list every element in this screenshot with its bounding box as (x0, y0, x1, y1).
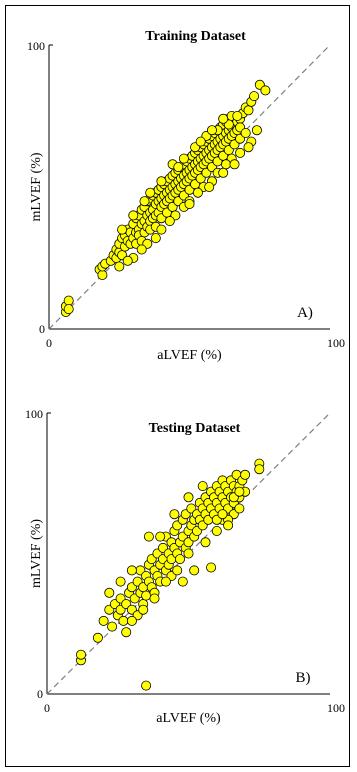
data-point (223, 520, 234, 531)
x-tick-label: 0 (46, 336, 52, 350)
data-point (243, 105, 254, 116)
figure-frame (5, 5, 350, 767)
data-point (217, 509, 228, 520)
data-point (183, 548, 194, 559)
y-tick-label: 0 (37, 687, 43, 701)
data-point (183, 492, 194, 503)
data-point (235, 147, 246, 158)
identity-line (48, 44, 331, 330)
data-point (63, 295, 74, 306)
data-point (172, 565, 183, 576)
data-point (118, 615, 129, 626)
data-point (211, 526, 222, 537)
data-point (126, 565, 137, 576)
data-point (189, 565, 200, 576)
data-point (173, 162, 184, 173)
data-point (138, 604, 149, 615)
data-point (143, 531, 154, 542)
identity-line (46, 412, 331, 695)
data-point (249, 91, 260, 102)
data-point (232, 111, 243, 122)
y-tick-label: 100 (25, 407, 43, 421)
chart-title: Testing Dataset (149, 421, 241, 436)
data-point (122, 255, 133, 266)
data-point (114, 261, 125, 272)
data-point (117, 224, 128, 235)
data-point (92, 632, 103, 643)
data-point (195, 136, 206, 147)
data-point (200, 537, 211, 548)
data-point (97, 269, 108, 280)
data-point (229, 159, 240, 170)
data-point (126, 615, 137, 626)
data-point (251, 125, 262, 136)
data-point (98, 615, 109, 626)
data-point (156, 224, 167, 235)
data-point (160, 576, 171, 587)
data-point (156, 176, 167, 187)
data-point (234, 486, 245, 497)
y-axis-label: mLVEF (%) (29, 519, 44, 588)
data-point (206, 125, 217, 136)
data-point (63, 304, 74, 315)
data-point (141, 680, 152, 691)
data-point (192, 187, 203, 198)
data-point (141, 590, 152, 601)
data-point (184, 198, 195, 209)
data-point (220, 159, 231, 170)
y-tick-label: 0 (39, 322, 45, 336)
data-point (136, 244, 147, 255)
data-point (204, 181, 215, 192)
data-point (240, 127, 251, 138)
data-point (197, 481, 208, 492)
chart-title: Training Dataset (145, 29, 246, 44)
data-point (107, 621, 118, 632)
x-axis-label: aLVEF (%) (156, 711, 221, 726)
panel-label: A) (297, 305, 313, 321)
data-point (243, 142, 254, 153)
data-point (169, 509, 180, 520)
data-point (155, 531, 166, 542)
data-point (139, 196, 150, 207)
data-point (121, 627, 132, 638)
data-point (115, 576, 126, 587)
data-point (260, 85, 271, 96)
x-tick-label: 100 (327, 336, 345, 350)
data-point (177, 576, 188, 587)
data-point (218, 167, 229, 178)
data-point (174, 554, 185, 565)
data-point (254, 464, 265, 475)
panel-label: B) (296, 670, 311, 686)
data-point (76, 649, 87, 660)
data-point (178, 153, 189, 164)
data-point (218, 113, 229, 124)
data-point (104, 587, 115, 598)
y-tick-label: 100 (27, 39, 45, 53)
x-tick-label: 0 (44, 701, 50, 715)
y-axis-label: mLVEF (%) (29, 152, 44, 221)
x-tick-label: 100 (327, 701, 345, 715)
data-point (234, 503, 245, 514)
data-point (145, 187, 156, 198)
x-axis-label: aLVEF (%) (157, 348, 222, 363)
data-point (149, 593, 160, 604)
data-point (164, 216, 175, 227)
data-point (150, 233, 161, 244)
data-point (240, 469, 251, 480)
data-point (128, 210, 139, 221)
data-point (206, 562, 217, 573)
